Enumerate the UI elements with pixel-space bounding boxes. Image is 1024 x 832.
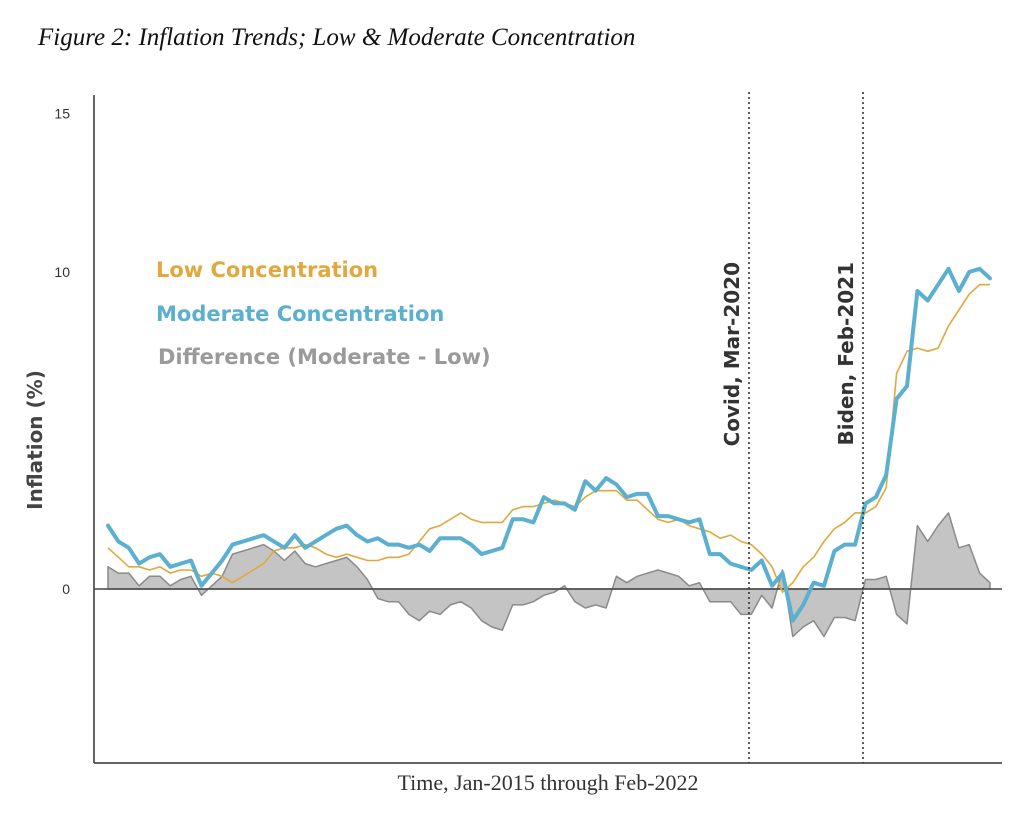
y-tick-label: 0 [62,581,70,597]
y-tick-label: 15 [54,106,70,122]
legend-low: Low Concentration [156,258,378,282]
x-axis-label: Time, Jan-2015 through Feb-2022 [397,770,699,795]
moderate-concentration-line [106,266,992,623]
y-tick-label: 10 [54,264,70,280]
difference-area [107,512,991,638]
legend-difference: Difference (Moderate - Low) [158,345,491,369]
y-axis-label: Inflation (%) [23,370,47,510]
legend-moderate: Moderate Concentration [156,302,444,326]
event-label: Covid, Mar-2020 [720,262,744,446]
event-label: Biden, Feb-2021 [834,262,858,445]
chart-title: Figure 2: Inflation Trends; Low & Modera… [38,24,636,51]
